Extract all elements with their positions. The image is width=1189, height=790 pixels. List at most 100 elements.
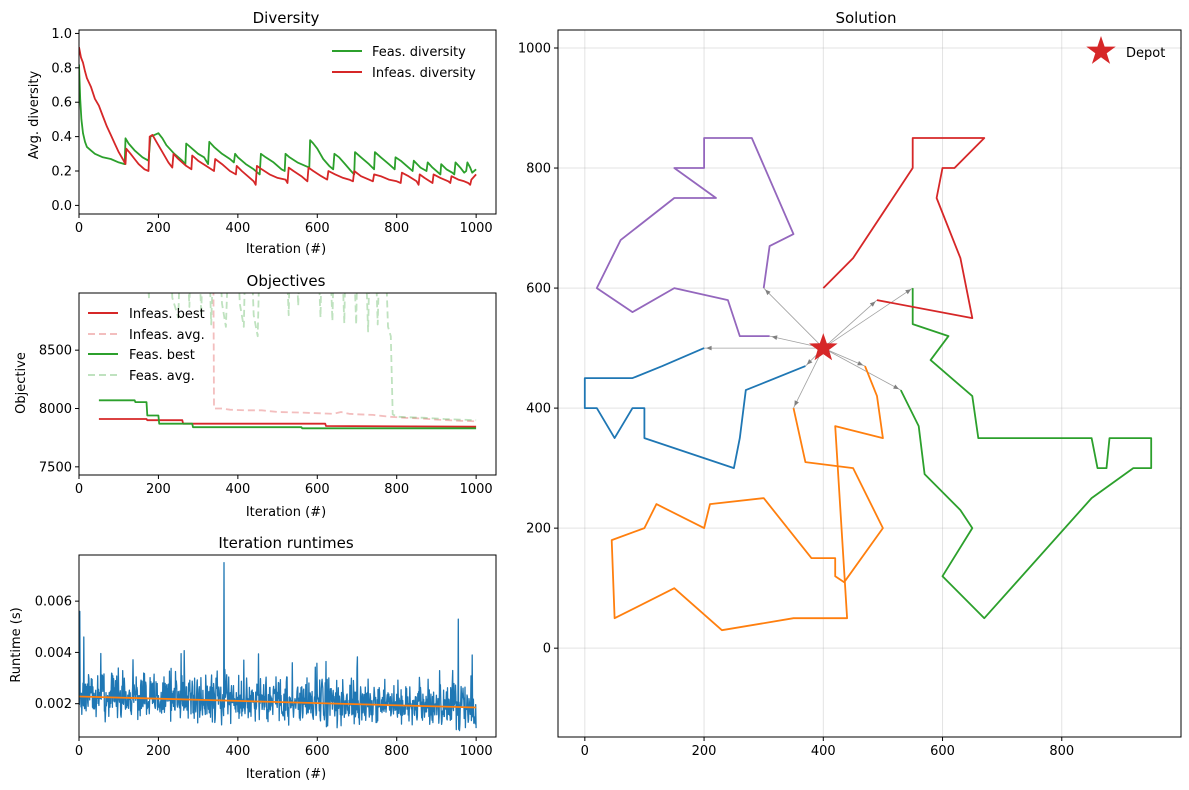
- diversity-series-1: [79, 47, 477, 186]
- runtimes-ylabel: Runtime (s): [9, 607, 24, 682]
- route-2: [610, 365, 884, 632]
- depot-link-arrowhead: [893, 384, 899, 390]
- depot-link-arrowhead: [771, 335, 778, 340]
- y-tick-label: 0.2: [51, 165, 72, 180]
- runtimes-xlabel: Iteration (#): [246, 767, 326, 782]
- diversity-series: [79, 47, 477, 186]
- axes-frame: [78, 292, 497, 476]
- y-tick-label: 600: [526, 282, 551, 297]
- depot-link-arrowhead: [794, 400, 799, 407]
- y-tick-label: 0.8: [51, 61, 72, 76]
- axes-frame: [557, 29, 1182, 738]
- depot-star-icon: [809, 333, 838, 361]
- depot-link-arrowhead: [905, 289, 912, 295]
- y-tick-label: 8500: [39, 344, 72, 359]
- diversity-series-0: [79, 64, 477, 176]
- x-tick-label: 200: [692, 744, 717, 759]
- solution-plot-area: 0 200 400 600 800 0 200 400 600 800 1000: [518, 29, 1182, 759]
- objectives-title: Objectives: [247, 272, 326, 290]
- runtimes-title: Iteration runtimes: [218, 534, 353, 552]
- x-tick-label: 800: [384, 482, 409, 497]
- runtimes-series-0: [79, 562, 477, 732]
- runtimes-plot-area: 0 200 400 600 800 1000 0.002 0.004 0.006: [35, 554, 497, 759]
- y-tick-label: 0.006: [35, 595, 72, 610]
- depot-link: [823, 299, 878, 349]
- x-tick-label: 400: [811, 744, 836, 759]
- x-tick-label: 800: [384, 744, 409, 759]
- y-tick-label: 800: [526, 162, 551, 177]
- runtimes-series: [79, 562, 477, 732]
- x-tick-label: 800: [1049, 744, 1074, 759]
- solution-series: [583, 137, 1153, 632]
- objectives-series-2: [98, 399, 477, 430]
- x-tick-label: 600: [305, 221, 330, 236]
- x-tick-label: 0: [581, 744, 589, 759]
- diversity-legend: Feas. diversity Infeas. diversity: [332, 45, 476, 81]
- objectives-chart: 0 200 400 600 800 1000 7500 8000 8500 Objectives…: [14, 272, 497, 520]
- depot-link-arrowhead: [765, 289, 771, 296]
- route-1: [583, 347, 806, 470]
- runtimes-chart: 0 200 400 600 800 1000 0.002 0.004 0.006 Iterati…: [9, 534, 497, 782]
- x-tick-label: 1000: [460, 221, 493, 236]
- x-tick-label: 600: [305, 744, 330, 759]
- y-tick-label: 7500: [39, 460, 72, 475]
- legend-label-feas-avg: Feas. avg.: [129, 369, 195, 384]
- x-tick-label: 400: [225, 482, 250, 497]
- runtimes-series-1: [79, 695, 477, 709]
- legend-label-depot: Depot: [1126, 46, 1165, 61]
- x-tick-label: 200: [146, 482, 171, 497]
- objectives-series: [98, 293, 477, 430]
- route-5: [595, 137, 795, 338]
- depot-link: [763, 287, 824, 349]
- solution-legend: Depot: [1086, 36, 1165, 64]
- x-tick-label: 0: [75, 482, 83, 497]
- legend-label-infeas-best: Infeas. best: [129, 307, 205, 322]
- y-tick-label: 8000: [39, 402, 72, 417]
- diversity-plot-area: 0 200 400 600 800 1000 0.0 0.2 0.4 0.6 0.8 1.0: [51, 27, 497, 236]
- legend-depot-star-icon: [1086, 36, 1116, 64]
- y-tick-label: 0.004: [35, 646, 72, 661]
- axes-frame: [78, 554, 497, 738]
- legend-label-infeas-diversity: Infeas. diversity: [372, 66, 476, 81]
- y-tick-label: 1.0: [51, 27, 72, 42]
- objectives-ylabel: Objective: [14, 352, 29, 414]
- diversity-title: Diversity: [253, 9, 320, 27]
- depot-link: [823, 347, 901, 391]
- x-tick-label: 400: [225, 744, 250, 759]
- x-tick-label: 1000: [460, 744, 493, 759]
- y-tick-label: 0.0: [51, 199, 72, 214]
- x-tick-label: 600: [930, 744, 955, 759]
- legend-label-infeas-avg: Infeas. avg.: [129, 328, 205, 343]
- axes-frame: [78, 29, 497, 215]
- x-tick-label: 200: [146, 744, 171, 759]
- depot-link: [793, 347, 824, 409]
- objectives-xlabel: Iteration (#): [246, 505, 326, 520]
- x-tick-label: 1000: [460, 482, 493, 497]
- objectives-series-1: [212, 293, 477, 423]
- y-tick-label: 400: [526, 402, 551, 417]
- x-tick-label: 0: [75, 221, 83, 236]
- legend-label-feas-diversity: Feas. diversity: [372, 45, 466, 60]
- route-3: [899, 288, 1153, 620]
- diversity-ylabel: Avg. diversity: [27, 70, 42, 159]
- objectives-series-0: [98, 418, 477, 428]
- x-tick-label: 200: [146, 221, 171, 236]
- route-4: [822, 137, 986, 320]
- diversity-chart: 0 200 400 600 800 1000 0.0 0.2 0.4 0.6 0.8 1.0 Dive…: [27, 9, 497, 257]
- objectives-legend: Infeas. best Infeas. avg. Feas. best Fea…: [88, 307, 205, 384]
- y-tick-label: 200: [526, 522, 551, 537]
- depot-link: [823, 347, 866, 367]
- x-tick-label: 0: [75, 744, 83, 759]
- x-tick-label: 600: [305, 482, 330, 497]
- depot-link-arrowhead: [857, 361, 864, 366]
- y-tick-label: 0.4: [51, 130, 72, 145]
- depot-link-arrowhead: [869, 301, 876, 307]
- depot-link: [823, 287, 913, 349]
- depot-link-arrowhead: [706, 345, 712, 351]
- depot-link-arrowhead: [806, 359, 813, 365]
- x-tick-label: 400: [225, 221, 250, 236]
- diversity-xlabel: Iteration (#): [246, 242, 326, 257]
- solution-title: Solution: [835, 9, 896, 27]
